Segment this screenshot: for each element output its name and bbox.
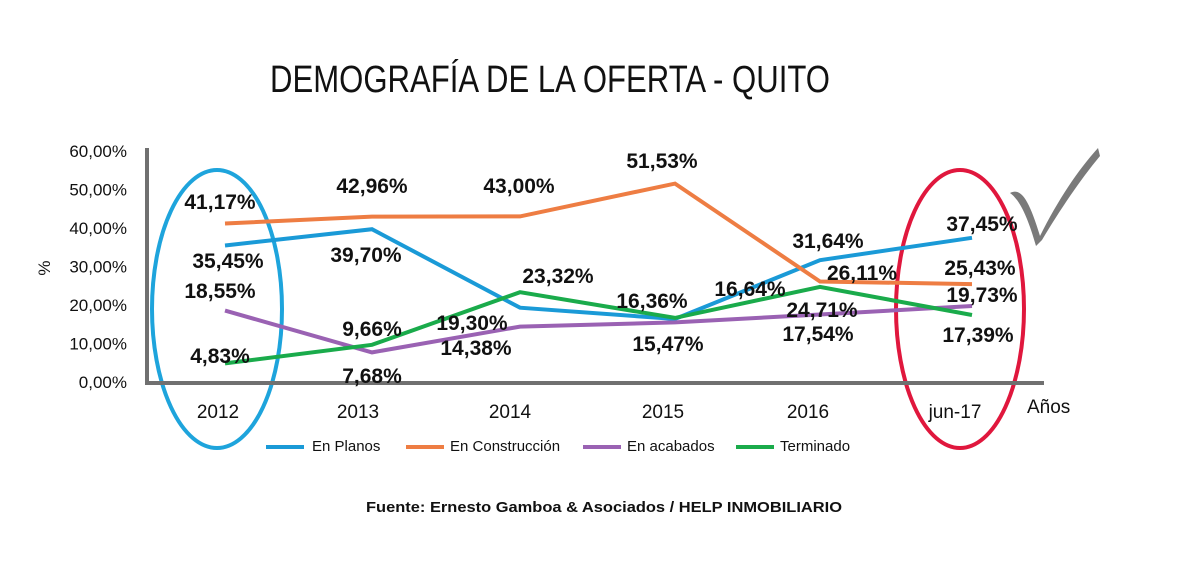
data-labels: 35,45% 39,70% 19,30% 16,36% 31,64% 37,45% 41,1…	[184, 150, 1018, 388]
x-axis-label: Años	[1027, 397, 1070, 418]
check-icon	[1010, 148, 1100, 246]
data-label: 41,17%	[184, 191, 256, 214]
x-tick-label: 2015	[642, 402, 684, 423]
data-label: 26,11%	[827, 262, 897, 285]
x-tick-label: 2013	[337, 402, 379, 423]
y-tick-label: 0,00%	[79, 373, 127, 392]
data-label: 17,54%	[782, 323, 854, 346]
y-tick-label: 40,00%	[69, 219, 127, 238]
series-line-terminado	[224, 284, 973, 366]
data-label: 19,73%	[946, 284, 1018, 307]
data-label: 18,55%	[184, 280, 256, 303]
y-axis-label: %	[35, 260, 54, 275]
source-text: Fuente: Ernesto Gamboa & Asociados / HEL…	[366, 499, 842, 516]
legend-label: En acabados	[627, 438, 715, 455]
data-label: 24,71%	[786, 299, 858, 322]
y-tick-labels: 0,00% 10,00% 20,00% 30,00% 40,00% 50,00% 60,00…	[69, 142, 127, 392]
y-tick-label: 50,00%	[69, 181, 127, 200]
data-label: 43,00%	[483, 175, 555, 198]
data-label: 25,43%	[944, 257, 1016, 280]
data-label: 7,68%	[342, 365, 402, 388]
data-label: 16,64%	[714, 278, 786, 301]
data-label: 42,96%	[336, 175, 408, 198]
data-label: 17,39%	[942, 324, 1014, 347]
legend: En Planos En Construcción En acabados Termi…	[266, 438, 850, 455]
data-label: 9,66%	[342, 318, 402, 341]
series-line-en-construcción	[224, 181, 973, 287]
data-label: 14,38%	[440, 337, 512, 360]
data-label: 37,45%	[946, 213, 1018, 236]
x-tick-labels: 2012 2013 2014 2015 2016 jun-17	[197, 402, 982, 423]
legend-label: En Planos	[312, 438, 380, 455]
y-tick-label: 60,00%	[69, 142, 127, 161]
data-label: 15,47%	[632, 333, 704, 356]
data-label: 31,64%	[792, 230, 864, 253]
series-line-en-planos	[224, 227, 973, 322]
data-label: 51,53%	[626, 150, 698, 173]
data-label: 23,32%	[522, 265, 594, 288]
x-tick-label: 2016	[787, 402, 829, 423]
data-label: 16,36%	[616, 290, 688, 313]
series-lines	[224, 181, 973, 366]
series-line-en-acabados	[224, 304, 973, 355]
x-tick-label: 2012	[197, 402, 239, 423]
y-tick-label: 30,00%	[69, 258, 127, 277]
data-label: 4,83%	[190, 345, 250, 368]
x-tick-label: 2014	[489, 402, 532, 423]
highlight-ellipse-2012	[150, 168, 284, 450]
y-tick-label: 20,00%	[69, 296, 127, 315]
legend-label: Terminado	[780, 438, 850, 455]
x-tick-label: jun-17	[928, 402, 982, 423]
data-label: 39,70%	[330, 244, 402, 267]
y-tick-label: 10,00%	[69, 335, 127, 354]
legend-label: En Construcción	[450, 438, 560, 455]
data-label: 19,30%	[436, 312, 508, 335]
data-label: 35,45%	[192, 250, 264, 273]
chart-title: DEMOGRAFÍA DE LA OFERTA - QUITO	[270, 58, 830, 101]
